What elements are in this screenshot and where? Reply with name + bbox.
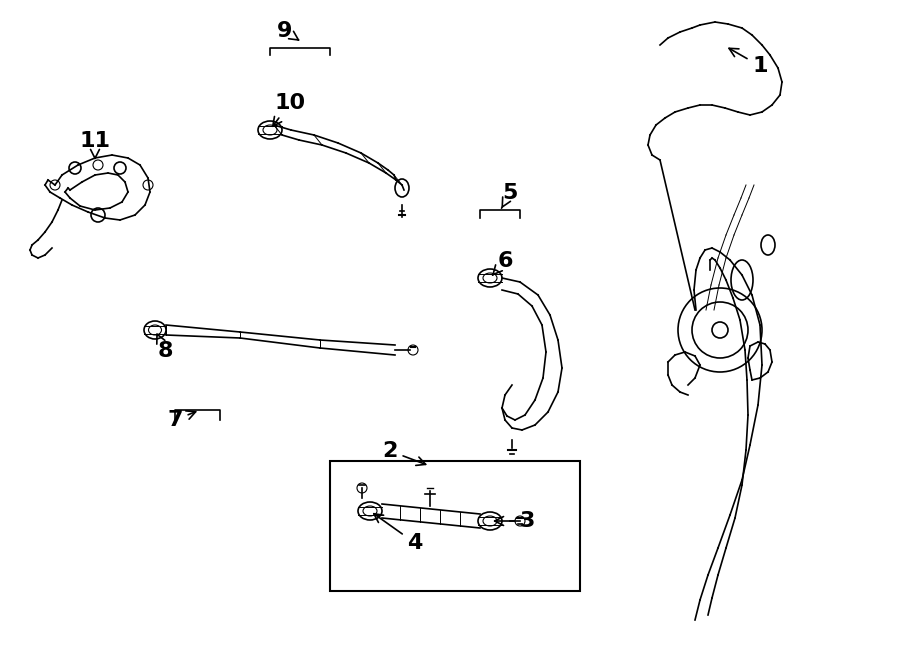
Text: 4: 4: [374, 514, 423, 553]
Text: 9: 9: [277, 21, 299, 41]
Text: 3: 3: [495, 511, 536, 531]
Text: 8: 8: [157, 334, 173, 361]
Text: 2: 2: [382, 441, 426, 465]
Text: 6: 6: [492, 251, 513, 275]
Text: 1: 1: [729, 48, 768, 76]
Text: 11: 11: [79, 131, 111, 159]
Text: 7: 7: [167, 410, 195, 430]
Bar: [330, 461, 580, 591]
Text: 10: 10: [273, 93, 306, 126]
Text: 5: 5: [501, 183, 518, 208]
